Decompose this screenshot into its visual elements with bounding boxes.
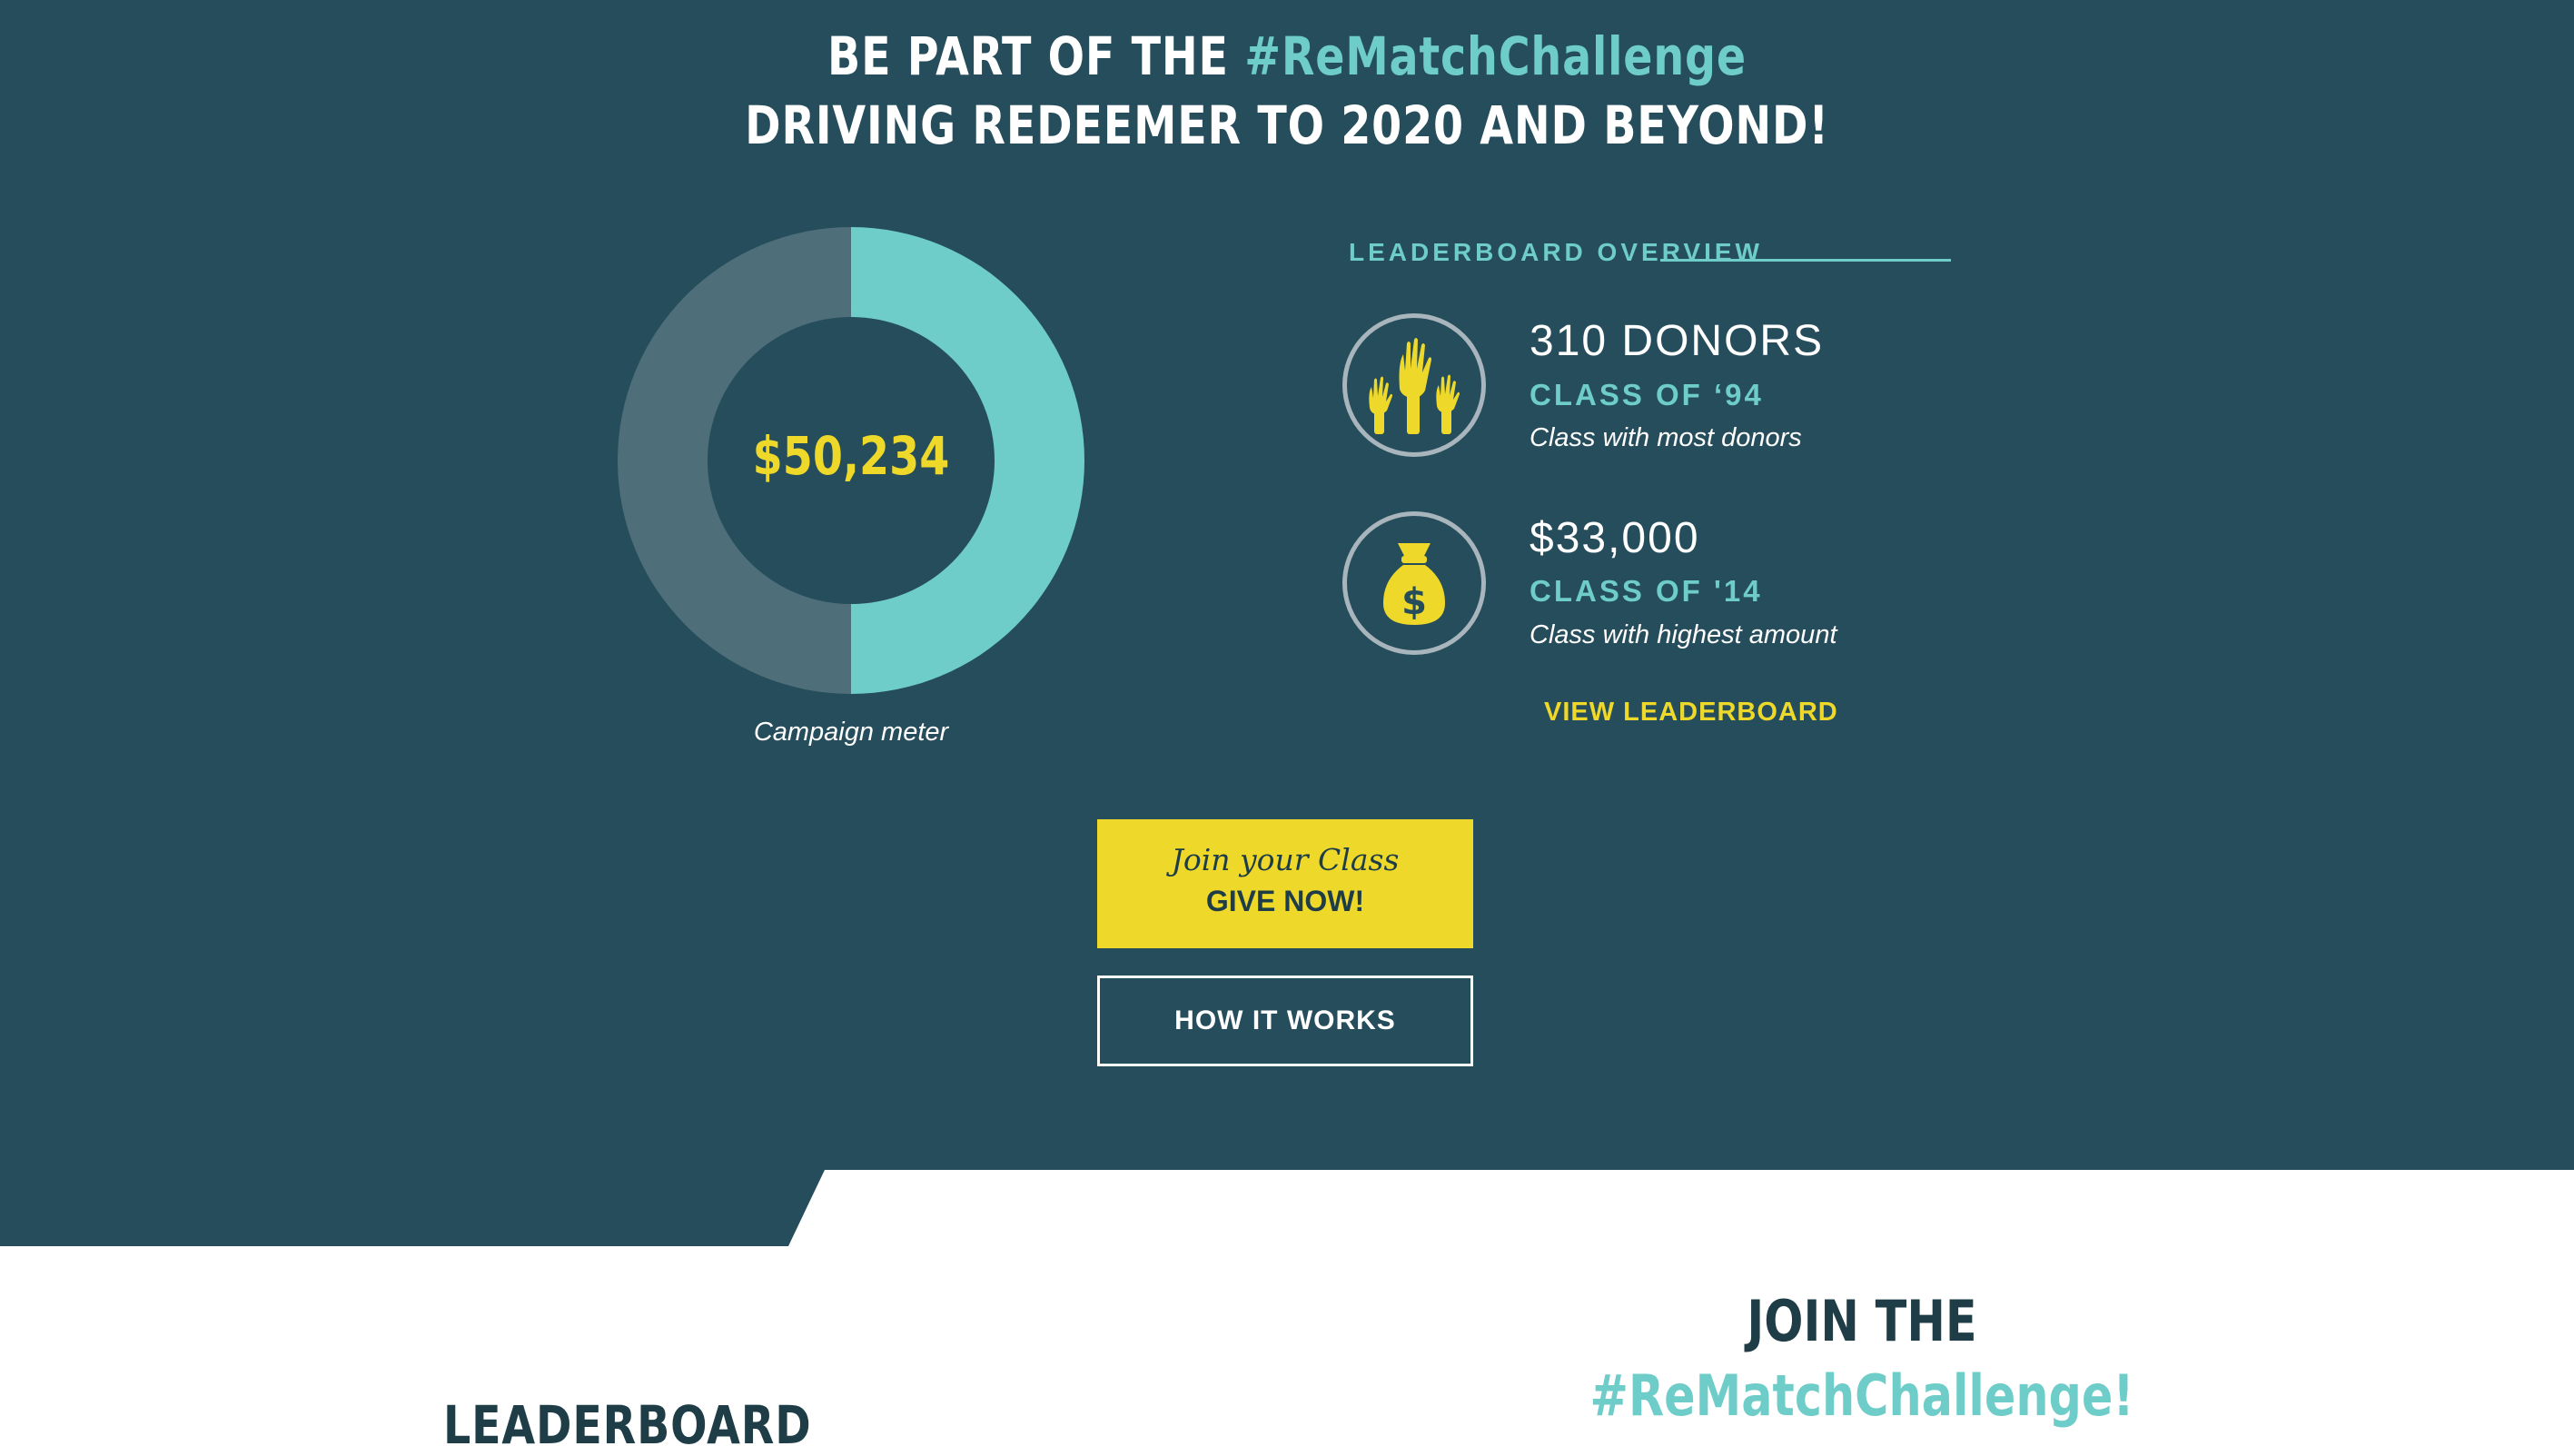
give-button-label: GIVE NOW! xyxy=(1205,885,1365,917)
headline-hashtag: #ReMatchChallenge xyxy=(1244,25,1747,87)
top-donor-description: Class with most donors xyxy=(1530,423,1802,452)
headline-line-1: BE PART OF THE #ReMatchChallenge xyxy=(232,25,2342,87)
leaderboard-overview-title: LEADERBOARD OVERVIEW xyxy=(1349,238,1763,266)
leaderboard-heading: LEADERBOARD xyxy=(443,1394,812,1456)
top-amount-class: CLASS OF '14 xyxy=(1530,574,1763,608)
how-it-works-button[interactable]: HOW IT WORKS xyxy=(1097,976,1473,1066)
money-bag-icon: $ xyxy=(1342,511,1486,655)
give-now-button[interactable]: Join your Class GIVE NOW! xyxy=(1097,819,1473,948)
title-rule xyxy=(1660,259,1951,262)
view-leaderboard-link[interactable]: VIEW LEADERBOARD xyxy=(1544,698,1838,727)
hero-section xyxy=(0,0,2574,1246)
top-donor-class: CLASS OF ‘94 xyxy=(1530,378,1764,411)
top-amount-description: Class with highest amount xyxy=(1530,620,1837,649)
campaign-meter-label: Campaign meter xyxy=(753,718,949,747)
join-heading: JOIN THE xyxy=(1747,1288,1977,1354)
headline-line-2: DRIVING REDEEMER TO 2020 AND BEYOND! xyxy=(745,94,1829,156)
join-hashtag: #ReMatchChallenge! xyxy=(1589,1362,2134,1429)
donors-count: 310 DONORS xyxy=(1530,317,1825,365)
headline-prefix: BE PART OF THE xyxy=(827,25,1245,87)
meter-remaining-segment xyxy=(617,227,851,694)
svg-text:$: $ xyxy=(1401,581,1427,623)
meter-raised-segment xyxy=(851,227,1084,694)
campaign-meter-chart xyxy=(617,227,1084,694)
campaign-meter xyxy=(617,227,1084,694)
highest-amount: $33,000 xyxy=(1530,514,1700,562)
raised-hands-icon xyxy=(1342,313,1486,457)
give-button-subtitle: Join your Class xyxy=(1171,842,1400,877)
campaign-amount: $50,234 xyxy=(752,425,950,487)
